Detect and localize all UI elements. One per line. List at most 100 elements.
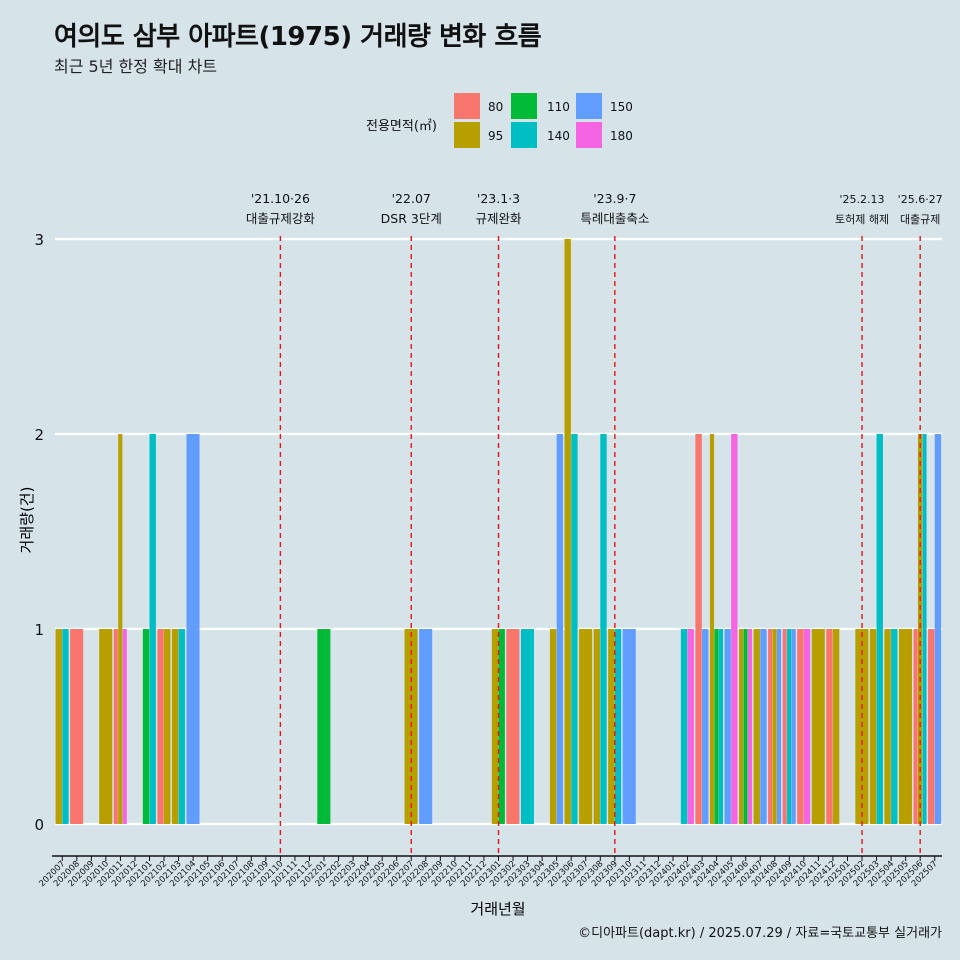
bar-202011-180 xyxy=(122,629,127,824)
bar-202409-150 xyxy=(791,629,796,824)
bar-202305-150 xyxy=(556,434,564,824)
event-date: '25.6·27 xyxy=(898,193,943,206)
event-label: DSR 3단계 xyxy=(381,211,442,226)
legend-label-180: 180 xyxy=(610,129,633,143)
bar-202307-95 xyxy=(579,629,593,824)
bar-202507-150 xyxy=(934,434,942,824)
x-axis-label: 거래년월 xyxy=(470,900,525,918)
legend-label-150: 150 xyxy=(610,100,633,114)
bar-202503-95 xyxy=(869,629,877,824)
bar-202406-180 xyxy=(747,629,753,824)
bar-202506-140 xyxy=(922,434,927,824)
bar-202410-180 xyxy=(803,629,811,824)
bar-202201-110 xyxy=(317,629,331,824)
bar-202411-95 xyxy=(811,629,825,824)
bar-202504-140 xyxy=(891,629,898,824)
bar-202303-140 xyxy=(520,629,534,824)
legend-swatch-80 xyxy=(454,93,480,119)
bar-202308-140 xyxy=(600,434,607,824)
bar-202408-150 xyxy=(777,629,782,824)
event-date: '23.1·3 xyxy=(477,191,520,206)
y-axis: 0 1 2 3 xyxy=(34,231,44,834)
y-axis-label: 거래량(건) xyxy=(18,487,36,554)
bar-202402-180 xyxy=(687,629,694,824)
bar-202409-80 xyxy=(782,629,787,824)
legend-label-110: 110 xyxy=(547,100,570,114)
legend-swatch-95 xyxy=(454,122,480,148)
event-label: 토허제 해제 xyxy=(835,212,889,226)
bar-202405-150 xyxy=(724,629,731,824)
bar-202408-95 xyxy=(772,629,777,824)
bar-202403-150 xyxy=(702,629,709,824)
bar-202404-140 xyxy=(718,629,724,824)
x-axis: 2020072020082020092020102020112020122021… xyxy=(37,855,942,889)
bar-202407-150 xyxy=(760,629,767,824)
bar-202505-95 xyxy=(898,629,913,824)
bar-202405-180 xyxy=(731,434,738,824)
bar-202410-80 xyxy=(797,629,804,824)
bar-202310-150 xyxy=(622,629,636,824)
bar-202104-150 xyxy=(186,434,200,824)
bar-202102-80 xyxy=(157,629,164,824)
legend-swatch-110 xyxy=(511,93,537,119)
event-date: '23.9·7 xyxy=(593,191,636,206)
bar-202208-150 xyxy=(419,629,433,824)
y-tick-label: 0 xyxy=(34,816,44,834)
bar-202102-95 xyxy=(164,629,171,824)
chart-title: 여의도 삼부 아파트(1975) 거래량 변화 흐름 xyxy=(54,22,542,52)
bar-202409-140 xyxy=(787,629,792,824)
bar-202507-80 xyxy=(928,629,935,824)
bar-202403-80 xyxy=(695,434,702,824)
bar-202103-140 xyxy=(178,629,185,824)
legend-label-80: 80 xyxy=(488,100,504,114)
bar-202412-95 xyxy=(832,629,840,824)
y-tick-label: 1 xyxy=(34,621,44,639)
bars xyxy=(55,239,942,824)
event-lines xyxy=(279,236,921,855)
bar-202412-80 xyxy=(826,629,833,824)
event-label: 특례대출축소 xyxy=(580,211,649,226)
legend-swatch-140 xyxy=(511,122,537,148)
bar-202506-80 xyxy=(913,629,918,824)
bar-202101-110 xyxy=(142,629,150,824)
bar-202306-95 xyxy=(564,239,571,824)
bar-202504-95 xyxy=(884,629,891,824)
source-caption: ©디아파트(dapt.kr) / 2025.07.29 / 자료=국토교통부 실… xyxy=(578,926,942,941)
event-date: '25.2.13 xyxy=(840,193,885,206)
bar-202008-80 xyxy=(70,629,84,824)
bar-202101-140 xyxy=(149,434,156,824)
bar-202503-140 xyxy=(876,434,883,824)
event-annotations: '21.10·26 대출규제강화 '22.07 DSR 3단계 '23.1·3 규제완화 '… xyxy=(246,191,943,226)
event-date: '22.07 xyxy=(392,191,431,206)
bar-202309-95 xyxy=(608,629,615,824)
bar-202406-110 xyxy=(743,629,748,824)
bar-202408-80 xyxy=(768,629,773,824)
bar-202011-95 xyxy=(118,434,123,824)
bar-202305-95 xyxy=(549,629,557,824)
y-tick-label: 2 xyxy=(34,426,44,444)
bar-202306-140 xyxy=(571,434,578,824)
bar-202302-80 xyxy=(506,629,520,824)
event-date: '21.10·26 xyxy=(251,191,310,206)
legend-title: 전용면적(㎡) xyxy=(366,119,437,134)
bar-202404-95 xyxy=(709,434,715,824)
event-label: 대출규제 xyxy=(900,213,940,226)
bar-202007-95 xyxy=(55,629,62,824)
event-label: 규제완화 xyxy=(475,211,522,226)
bar-202506-95 xyxy=(917,434,923,824)
bar-202402-140 xyxy=(680,629,688,824)
bar-202407-95 xyxy=(753,629,760,824)
bar-202309-140 xyxy=(614,629,622,824)
bar-202406-95 xyxy=(739,629,744,824)
chart-subtitle: 최근 5년 한정 확대 차트 xyxy=(54,57,218,76)
bar-202103-95 xyxy=(171,629,179,824)
bar-202301-110 xyxy=(498,629,505,824)
bar-202404-110 xyxy=(714,629,719,824)
bar-202007-140 xyxy=(62,629,69,824)
legend-swatch-150 xyxy=(576,93,602,119)
legend-swatch-180 xyxy=(576,122,602,148)
bar-202011-80 xyxy=(113,629,118,824)
legend-label-140: 140 xyxy=(547,129,570,143)
y-tick-label: 3 xyxy=(34,231,44,249)
